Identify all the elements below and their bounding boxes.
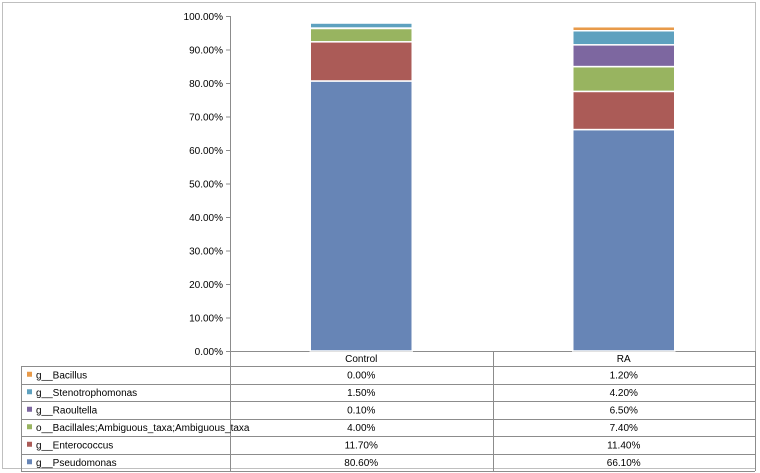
legend-swatch: [27, 459, 32, 465]
category-label: RA: [617, 354, 631, 365]
data-value: 7.40%: [610, 423, 638, 434]
y-tick-label: 80.00%: [189, 79, 223, 90]
y-tick-label: 40.00%: [189, 213, 223, 224]
bar-segment: [572, 25, 676, 32]
legend-label: g__Stenotrophomonas: [36, 388, 137, 399]
y-tick-label: 50.00%: [189, 180, 223, 191]
legend-swatch: [27, 371, 32, 377]
legend-label: o__Bacillales;Ambiguous_taxa;Ambiguous_t…: [36, 423, 250, 434]
bar-segment: [572, 90, 676, 131]
y-tick-label: 30.00%: [189, 247, 223, 258]
bar-segment: [309, 27, 413, 43]
legend-swatch: [27, 389, 32, 395]
legend-swatch: [27, 424, 32, 430]
bar-segment: [572, 128, 676, 352]
bar-segment: [309, 80, 413, 352]
legend-label: g__Raoultella: [36, 405, 98, 416]
legend-swatch: [27, 406, 32, 412]
data-value: 4.20%: [610, 388, 638, 399]
bar-segment: [309, 22, 413, 29]
data-value: 0.00%: [347, 370, 375, 381]
bar-segment: [572, 29, 676, 46]
y-tick-label: 20.00%: [189, 280, 223, 291]
data-value: 11.40%: [607, 440, 640, 451]
data-value: 1.20%: [610, 370, 638, 381]
data-value: 6.50%: [610, 405, 638, 416]
bar-segment: [309, 41, 413, 82]
legend-label: g__Pseudomonas: [36, 458, 117, 469]
data-value: 4.00%: [347, 423, 375, 434]
y-tick-label: 10.00%: [189, 314, 223, 325]
bar-segment: [572, 44, 676, 68]
bar-segment: [572, 65, 676, 93]
y-tick-label: 90.00%: [189, 46, 223, 57]
data-value: 80.60%: [344, 458, 378, 469]
data-value: 0.10%: [347, 405, 375, 416]
y-tick-label: 70.00%: [189, 113, 223, 124]
bars: [309, 22, 676, 352]
data-value: 1.50%: [347, 388, 375, 399]
legend-label: g__Enterococcus: [36, 440, 113, 451]
y-tick-label: 0.00%: [195, 347, 223, 358]
y-tick-label: 60.00%: [189, 146, 223, 157]
legend-swatch: [27, 441, 32, 447]
data-value: 66.10%: [607, 458, 641, 469]
data-table: Control RA g__Bacillus 0.00% 1.20% g__Stenotr…: [21, 351, 756, 472]
legend-label: g__Bacillus: [36, 370, 87, 381]
y-tick-label: 100.00%: [184, 12, 224, 23]
category-label: Control: [345, 354, 377, 365]
data-value: 11.70%: [345, 440, 378, 451]
